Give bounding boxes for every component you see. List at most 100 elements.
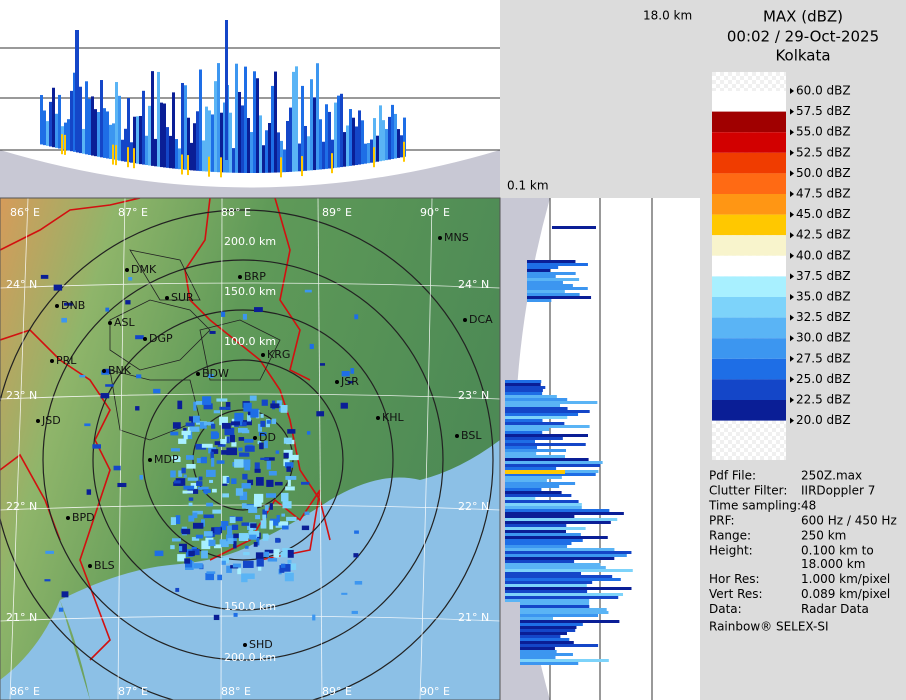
echo-column xyxy=(334,102,337,168)
legend-tick xyxy=(790,376,794,383)
echo-blob xyxy=(270,518,279,526)
echo-blob xyxy=(242,560,254,568)
echo-row xyxy=(505,479,547,482)
echo-row xyxy=(505,443,586,446)
site-name: Kolkata xyxy=(775,47,830,65)
echo-column xyxy=(82,128,85,154)
echo-blob xyxy=(266,420,272,424)
echo-column xyxy=(277,132,280,173)
legend-label: 47.5 dBZ xyxy=(796,187,851,201)
echo-row xyxy=(527,278,580,281)
legend-swatch xyxy=(712,132,786,153)
echo-column xyxy=(388,116,391,160)
legend-swatch xyxy=(712,214,786,236)
echo-blob xyxy=(192,549,200,556)
echo-blob xyxy=(354,530,359,534)
echo-blob xyxy=(312,614,316,621)
echo-blob xyxy=(261,399,268,406)
echo-column xyxy=(139,115,142,165)
echo-row xyxy=(505,572,582,575)
legend-label: 57.5 dBZ xyxy=(796,104,851,118)
echo-blob xyxy=(262,509,267,519)
longitude-label: 89° E xyxy=(322,206,352,219)
echo-blob xyxy=(208,374,214,378)
echo-blob xyxy=(241,483,251,489)
echo-column xyxy=(94,109,97,157)
city-dot xyxy=(335,380,339,384)
echo-blob xyxy=(226,447,238,456)
echo-blob xyxy=(238,533,249,542)
echo-blob xyxy=(281,522,289,530)
echo-blob xyxy=(285,486,295,491)
echo-row xyxy=(505,506,582,509)
legend-tick xyxy=(790,335,794,342)
echo-column xyxy=(160,102,163,168)
echo-row xyxy=(505,392,543,395)
echo-blob xyxy=(244,445,255,452)
city-dot xyxy=(108,321,112,325)
echo-blob xyxy=(217,574,223,581)
echo-blob xyxy=(196,458,202,464)
echo-blob xyxy=(192,415,200,423)
echo-column xyxy=(67,119,70,151)
legend-label: 42.5 dBZ xyxy=(796,228,851,242)
city-dot xyxy=(438,236,442,240)
echo-column xyxy=(316,63,319,170)
echo-blob xyxy=(250,408,259,418)
echo-column xyxy=(55,113,58,148)
echo-blob xyxy=(172,456,181,462)
echo-row xyxy=(505,599,590,602)
echo-column xyxy=(79,86,82,154)
legend-swatch xyxy=(712,400,786,421)
echo-column xyxy=(184,85,187,170)
echo-blob xyxy=(216,460,225,464)
echo-blob xyxy=(203,421,214,426)
echo-blob xyxy=(197,486,209,490)
latitude-label: 24° N xyxy=(458,278,489,291)
echo-blob xyxy=(271,418,277,425)
right-section xyxy=(500,198,700,700)
legend-label: 40.0 dBZ xyxy=(796,248,851,262)
info-value: Radar Data xyxy=(801,602,869,616)
echo-blob xyxy=(188,515,195,522)
legend-swatch xyxy=(712,111,786,133)
echo-row xyxy=(520,626,577,629)
echo-blob xyxy=(231,524,239,531)
echo-blob xyxy=(341,592,348,595)
echo-column xyxy=(292,71,295,172)
echo-blob xyxy=(58,607,64,612)
echo-row xyxy=(505,455,566,458)
echo-blob xyxy=(284,462,294,468)
echo-blob xyxy=(256,558,264,567)
echo-row xyxy=(505,542,572,545)
echo-row xyxy=(505,581,593,584)
credit: Rainbow® SELEX-SI xyxy=(709,620,829,634)
city-label: DGP xyxy=(149,332,173,345)
echo-row xyxy=(505,419,543,422)
echo-blob xyxy=(125,300,131,305)
echo-blob xyxy=(105,384,114,387)
echo-blob xyxy=(287,429,296,434)
echo-row xyxy=(505,413,579,416)
city-dot xyxy=(55,304,59,308)
echo-core xyxy=(280,157,282,178)
echo-column xyxy=(367,143,370,164)
echo-blob xyxy=(175,515,181,525)
echo-column xyxy=(232,148,235,173)
echo-column xyxy=(289,107,292,172)
echo-row xyxy=(505,512,624,515)
echo-blob xyxy=(211,423,216,429)
echo-blob xyxy=(103,368,111,373)
echo-column xyxy=(181,82,184,170)
echo-column xyxy=(58,94,61,149)
longitude-label: 86° E xyxy=(10,685,40,698)
echo-blob xyxy=(241,429,250,434)
echo-column xyxy=(244,66,247,173)
echo-column xyxy=(199,69,202,172)
city-dot xyxy=(165,296,169,300)
echo-blob xyxy=(248,505,258,513)
echo-blob xyxy=(211,457,215,467)
echo-row xyxy=(527,284,573,287)
city-dot xyxy=(376,416,380,420)
echo-column xyxy=(157,71,160,167)
